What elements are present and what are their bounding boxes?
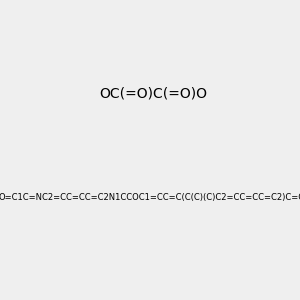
Text: O=C1C=NC2=CC=CC=C2N1CCOC1=CC=C(C(C)(C)C2=CC=CC=C2)C=C1: O=C1C=NC2=CC=CC=C2N1CCOC1=CC=C(C(C)(C)C2…: [0, 193, 300, 202]
Text: OC(=O)C(=O)O: OC(=O)C(=O)O: [100, 87, 208, 101]
